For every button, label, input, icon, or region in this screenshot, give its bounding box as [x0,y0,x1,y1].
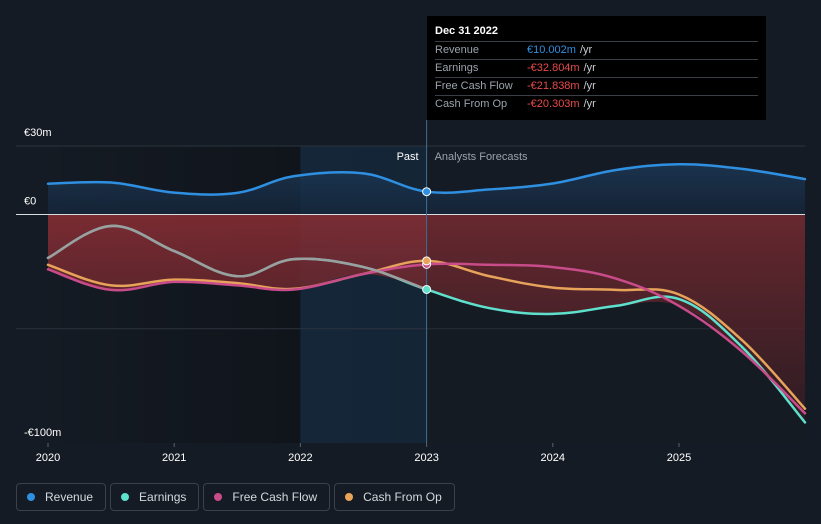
tooltip-value: -€21.838m [527,80,580,92]
tooltip-unit: /yr [579,44,593,56]
free-cash-flow-dot-icon [214,493,223,501]
forecast-dim [426,214,805,443]
legend-item-revenue[interactable]: Revenue [16,483,107,511]
tooltip-row-cash-from-op: Cash From Op -€20.303m /yr [435,96,758,113]
negative-area [48,214,805,423]
chart-tooltip: Dec 31 2022 Revenue €10.002m /yr Earning… [427,16,766,120]
tooltip-label: Cash From Op [435,98,508,110]
revenue-dot-icon [27,493,35,501]
x-tick-label: 2022 [288,452,312,464]
y-tick-label: €0 [24,196,36,208]
tooltip-value: €10.002m [527,44,576,56]
marker-revenue [422,187,432,197]
x-tick-label: 2021 [162,452,186,464]
tooltip-value: -€20.303m [527,98,580,110]
marker-earnings [422,284,432,294]
tooltip-unit: /yr [583,80,596,92]
legend-item-cash-from-op[interactable]: Cash From Op [334,483,455,511]
marker-cash-from-op [422,256,432,266]
tooltip-label: Free Cash Flow [435,80,513,92]
tooltip-row-earnings: Earnings -€32.804m /yr [435,60,758,78]
y-tick-label: -€100m [24,427,61,439]
legend-label: Revenue [45,490,94,504]
x-tick-label: 2020 [36,452,60,464]
x-tick-label: 2023 [414,452,438,464]
cash-from-op-dot-icon [345,493,354,501]
legend-item-earnings[interactable]: Earnings [110,483,200,511]
tooltip-value: -€32.804m [527,62,580,74]
x-tick-label: 2024 [541,452,565,464]
past-label: Past [397,151,419,163]
legend-item-free-cash-flow[interactable]: Free Cash Flow [203,483,331,511]
legend-label: Free Cash Flow [232,490,318,504]
tooltip-date: Dec 31 2022 [435,23,758,42]
revenue-area [48,164,805,215]
series-line-earnings-past [46,224,428,291]
x-tick-label: 2025 [667,452,691,464]
tooltip-row-revenue: Revenue €10.002m /yr [435,42,758,60]
legend-label: Earnings [139,490,187,504]
forecast-label: Analysts Forecasts [435,151,528,163]
tooltip-row-free-cash-flow: Free Cash Flow -€21.838m /yr [435,78,758,96]
chart-legend: Revenue Earnings Free Cash Flow Cash Fro… [16,483,455,511]
tooltip-label: Earnings [435,62,479,74]
tooltip-unit: /yr [583,62,596,74]
tooltip-label: Revenue [435,44,480,56]
earnings-dot-icon [121,493,130,501]
y-tick-label: €30m [24,127,52,139]
tooltip-unit: /yr [583,98,596,110]
legend-label: Cash From Op [363,490,442,504]
